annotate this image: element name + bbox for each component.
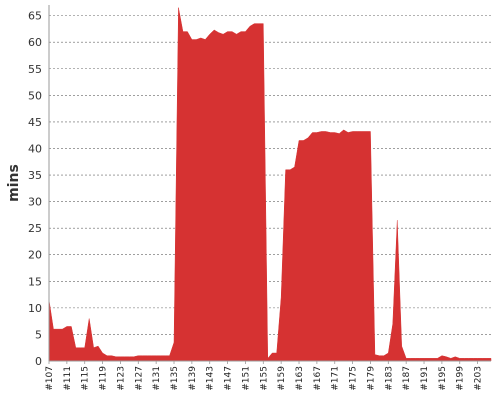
x-tick-label: #131 — [152, 366, 162, 391]
x-tick-label: #139 — [188, 366, 198, 391]
x-tick-label: #191 — [420, 366, 430, 391]
x-tick-labels: #107 #111 #115 #119 #123 #127 #131 #135 #139 #143… — [45, 366, 484, 391]
axes — [48, 5, 491, 364]
y-tick-label: 30 — [28, 196, 42, 209]
x-tick-label: #155 — [259, 366, 269, 391]
y-tick-label: 25 — [28, 222, 42, 235]
x-tick-label: #147 — [224, 366, 234, 391]
x-tick-label: #151 — [241, 366, 251, 391]
x-tick-label: #187 — [402, 366, 412, 391]
y-tick-label: 20 — [28, 249, 42, 262]
x-tick-label: #199 — [456, 366, 466, 391]
x-tick-label: #167 — [313, 366, 323, 391]
area-series — [48, 7, 492, 362]
y-tick-label: 0 — [35, 355, 42, 368]
y-tick-label: 5 — [35, 328, 42, 341]
y-tick-label: 40 — [28, 142, 42, 155]
x-tick-label: #179 — [366, 366, 376, 391]
x-tick-label: #107 — [45, 366, 55, 391]
y-tick-label: 10 — [28, 302, 42, 315]
x-tick-label: #203 — [474, 366, 484, 391]
y-tick-label: 60 — [28, 36, 42, 49]
x-tick-label: #127 — [134, 366, 144, 391]
x-tick-label: #143 — [206, 366, 216, 391]
x-tick-label: #195 — [438, 366, 448, 391]
y-tick-label: 15 — [28, 275, 42, 288]
area-series-path — [48, 7, 492, 362]
y-tick-label: 65 — [28, 10, 42, 23]
x-tick-label: #115 — [81, 366, 91, 391]
y-tick-label: 35 — [28, 169, 42, 182]
y-tick-label: 45 — [28, 116, 42, 129]
x-tick-label: #175 — [349, 366, 359, 391]
y-tick-label: 50 — [28, 89, 42, 102]
x-tick-label: #159 — [277, 366, 287, 391]
x-tick-label: #111 — [63, 366, 73, 391]
x-tick-label: #123 — [116, 366, 126, 391]
x-tick-label: #163 — [295, 366, 305, 391]
x-tick-label: #135 — [170, 366, 180, 391]
y-tick-label: 55 — [28, 63, 42, 76]
x-tick-label: #183 — [384, 366, 394, 391]
x-tick-label: #171 — [331, 366, 341, 391]
grid-lines — [49, 15, 491, 335]
y-axis-title: mins — [6, 164, 22, 202]
y-tick-labels: 0 5 10 15 20 25 30 35 40 45 50 55 60 65 — [28, 10, 42, 368]
x-tick-label: #119 — [99, 366, 109, 391]
